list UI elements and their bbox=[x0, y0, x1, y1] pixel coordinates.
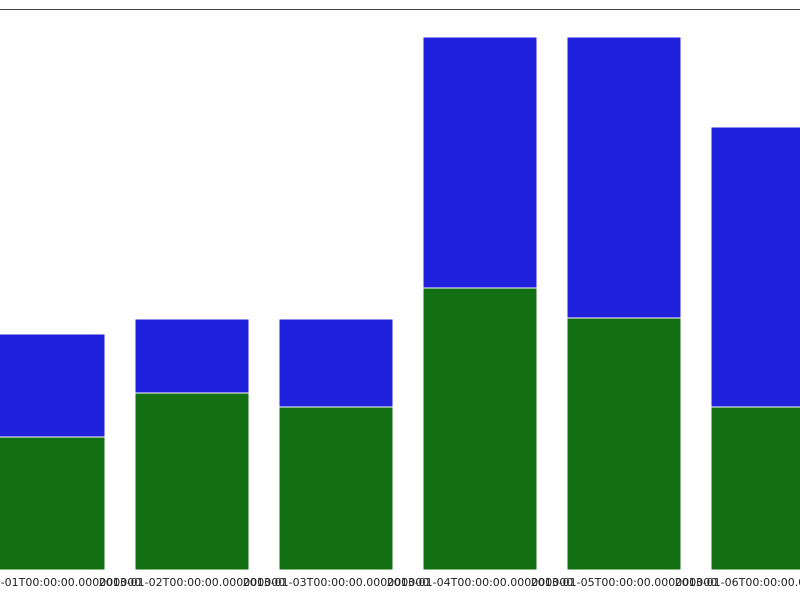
bar-segment bbox=[134, 392, 250, 571]
bar-segment bbox=[422, 287, 538, 571]
bar-segment bbox=[422, 36, 538, 289]
x-tick-label: 2013-01-02T00:00:00.000000000 bbox=[99, 576, 286, 589]
bar-segment bbox=[0, 333, 106, 438]
x-tick-label: 2013-01-03T00:00:00.000000000 bbox=[243, 576, 430, 589]
x-tick-label: 2013-01-05T00:00:00.000000000 bbox=[531, 576, 718, 589]
bar-segment bbox=[278, 318, 394, 408]
bar-segment bbox=[134, 318, 250, 394]
bar-segment bbox=[710, 406, 800, 571]
bar-segment bbox=[566, 317, 682, 571]
x-tick-label: 2013-01-01T00:00:00.000000000 bbox=[0, 576, 141, 589]
x-tick-label: 2013-01-06T00:00:00.000000000 bbox=[675, 576, 800, 589]
bar-segment bbox=[710, 126, 800, 408]
bar-segment bbox=[0, 436, 106, 571]
bar-segment bbox=[278, 406, 394, 571]
x-tick-label: 2013-01-04T00:00:00.000000000 bbox=[387, 576, 574, 589]
bar-segment bbox=[566, 36, 682, 319]
